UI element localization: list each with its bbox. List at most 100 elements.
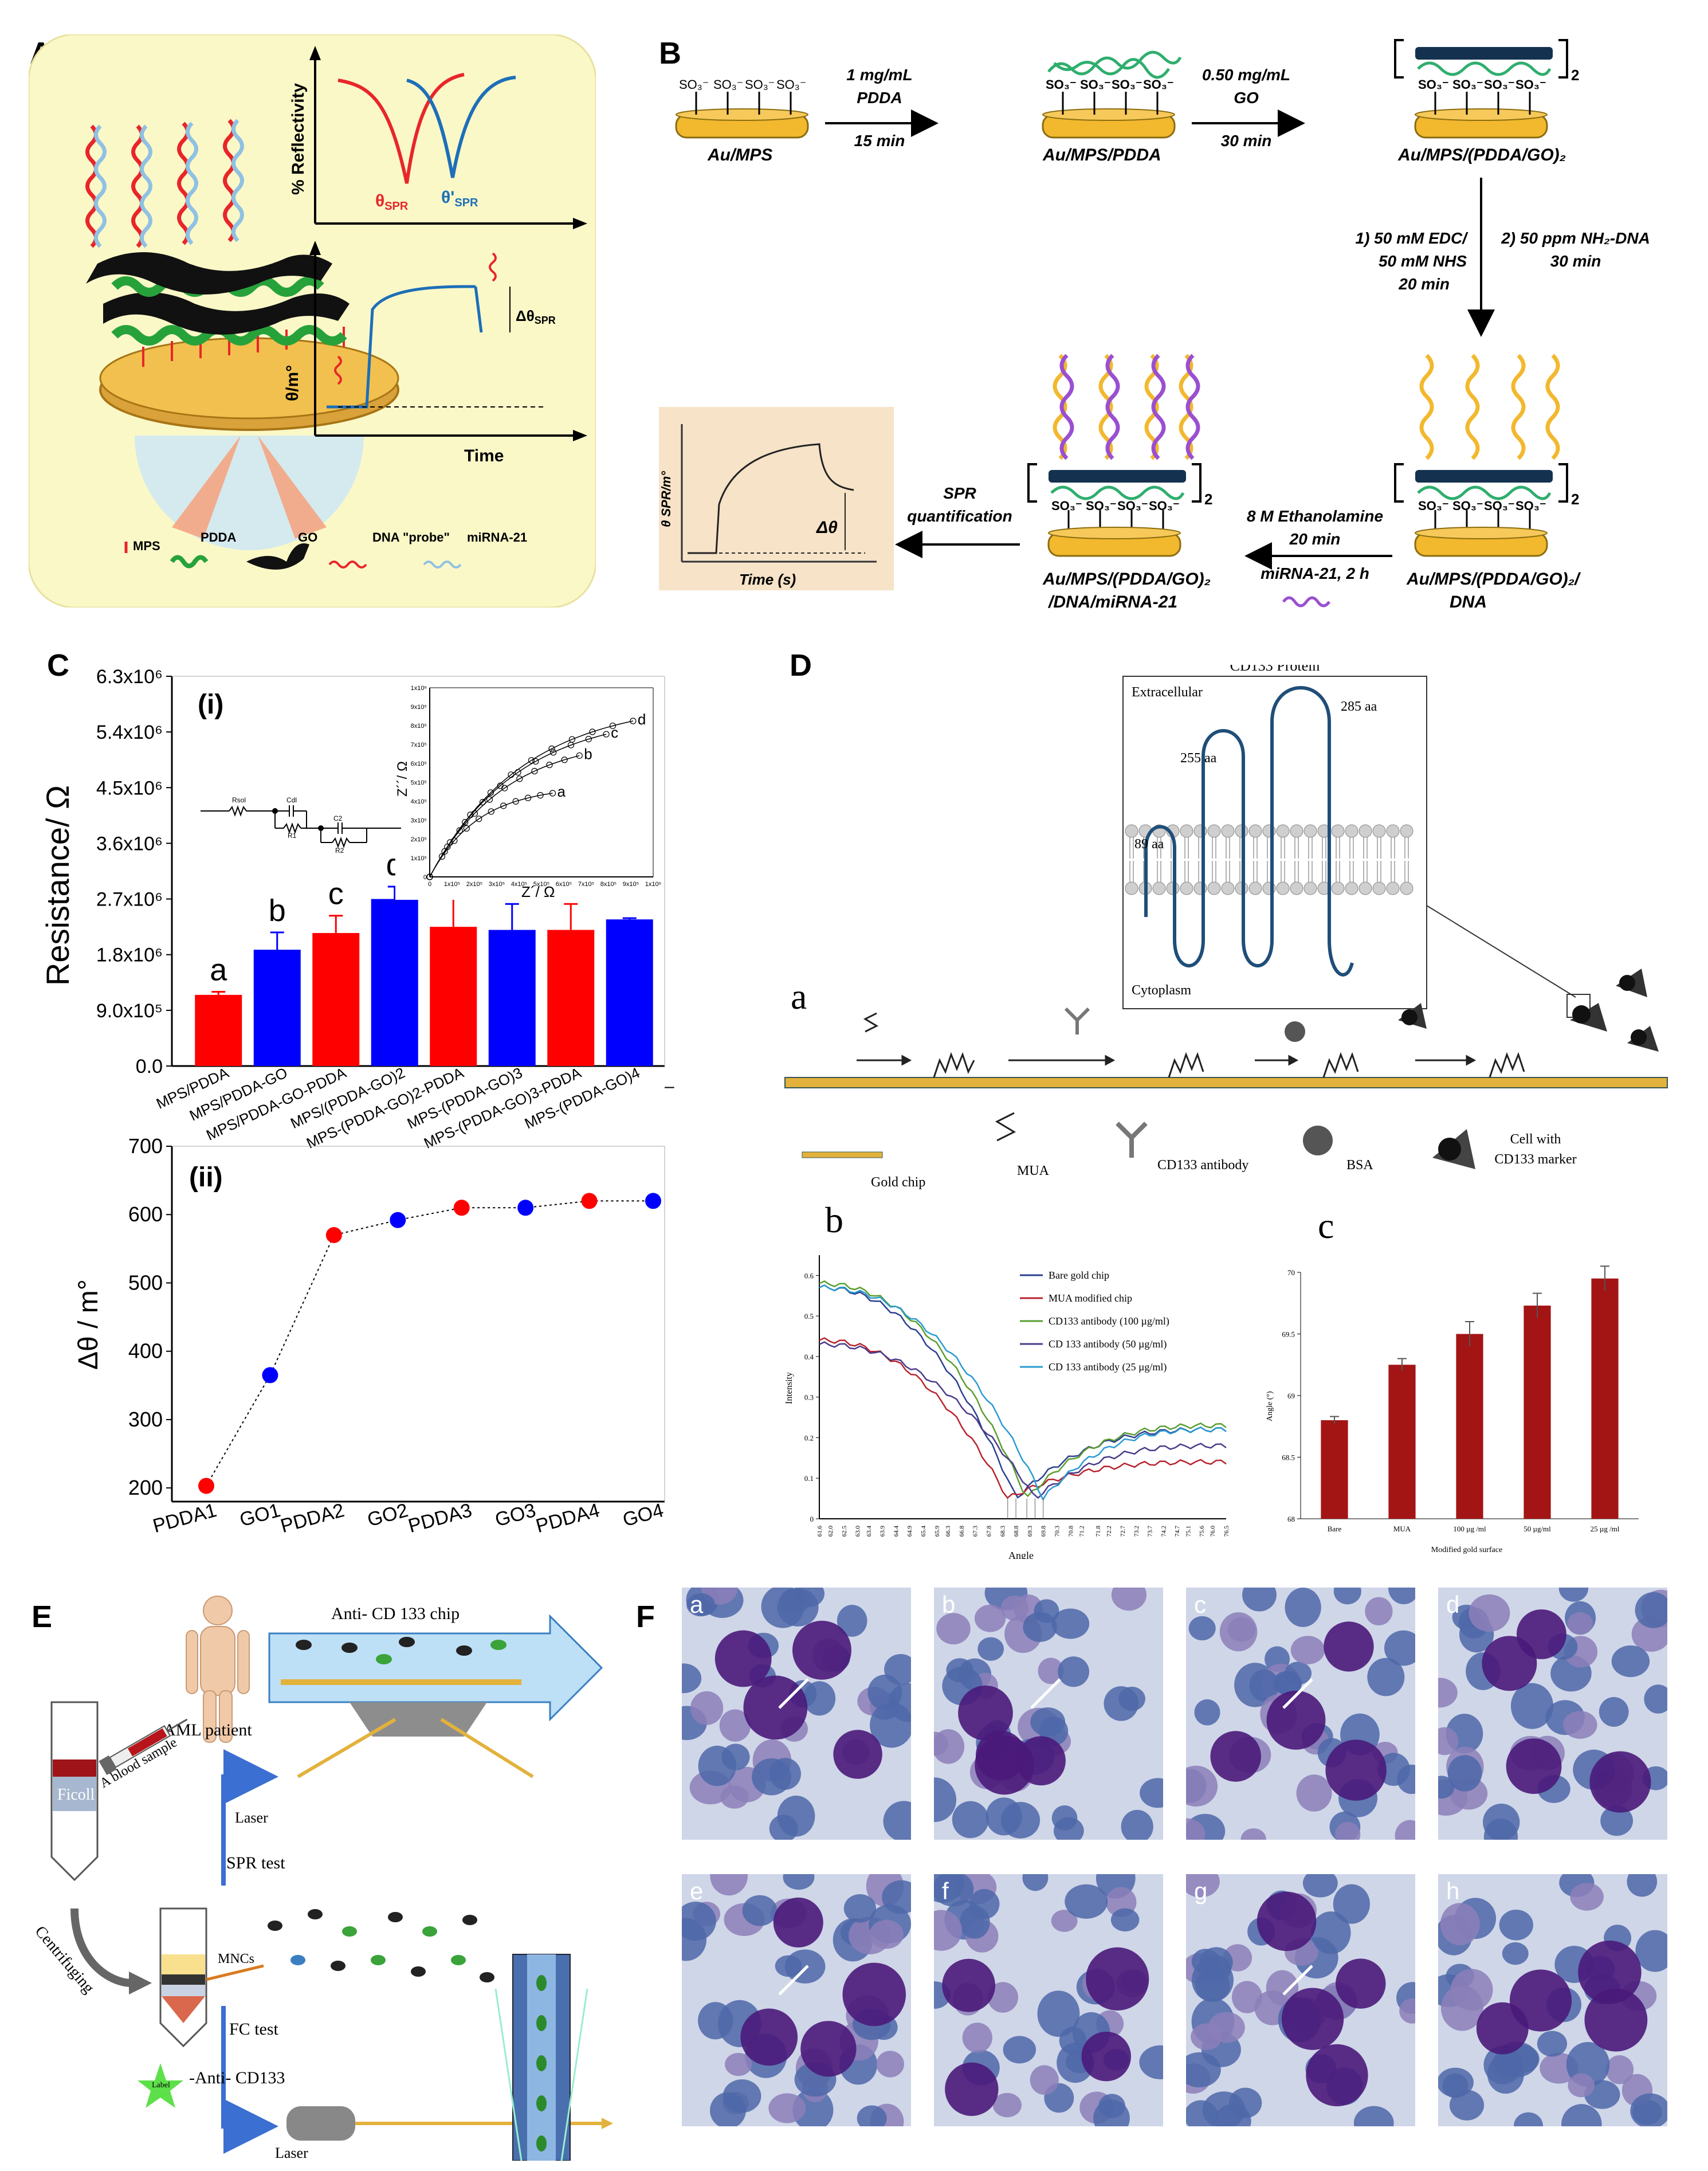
rbc-cell: [1570, 1883, 1604, 1911]
circuit-cdl: Cdl: [286, 796, 297, 804]
rbc-cell: [1110, 1908, 1140, 1932]
disk-au-mps: SO₃⁻ SO₃⁻ SO₃⁻ SO₃⁻ Au/MPS: [675, 77, 809, 164]
panel-d-sub-c: c: [1318, 1205, 1334, 1246]
nyq-point: [462, 819, 469, 826]
lipid-head: [1358, 824, 1372, 838]
theta-spr-sub: SPR: [384, 200, 409, 213]
tile-label: e: [690, 1878, 703, 1904]
rbc-cell: [962, 2023, 992, 2053]
circuit-c2: C2: [333, 814, 343, 822]
dc-bar: [1591, 1278, 1619, 1519]
blast-cell: [1210, 1731, 1261, 1782]
separated-tube: [159, 1907, 207, 2048]
db-ytick-label: 0.4: [804, 1353, 814, 1361]
blast-cell: [714, 1630, 772, 1687]
dc-ytick-label: 68: [1287, 1515, 1295, 1523]
rbc-cell: [1395, 1820, 1415, 1840]
nyq-point: [550, 749, 557, 756]
nyq-point: [603, 731, 610, 738]
rbc-cell: [1502, 1942, 1529, 1965]
c2-point: [645, 1193, 661, 1209]
rbc-cell: [1240, 1828, 1267, 1840]
lipid-head: [1345, 824, 1358, 838]
nyq-point: [531, 767, 538, 775]
step1-top: 1 mg/mL: [846, 66, 912, 84]
delta-label: Δθ: [516, 307, 535, 324]
rbc-cell: [725, 2052, 752, 2076]
nyq-xtick: 8x10⁵: [600, 881, 617, 888]
nyq-point: [487, 789, 494, 796]
blast-cell: [1578, 1941, 1642, 2004]
rbc-cell: [934, 1910, 963, 1951]
rbc-cell: [1104, 1686, 1139, 1721]
blast-cell: [1589, 1751, 1651, 1813]
rbc-cell: [1038, 1657, 1064, 1684]
nyq-xtick: 0: [428, 881, 431, 888]
tile-label: a: [690, 1591, 704, 1618]
disk-au-mps-pdda-go-dna: 2 SO₃⁻ SO₃⁻ SO₃⁻ SO₃⁻ Au/MPS/(PDDA/GO)₂/…: [1394, 354, 1581, 612]
nyq-ytick: 4x10⁵: [411, 798, 427, 805]
c1-ytick-label: 9.0x10⁵: [96, 1000, 163, 1022]
c1-bar: [606, 919, 653, 1066]
lipid-head: [1331, 824, 1345, 838]
star-label: Label: [152, 2081, 170, 2090]
patient-label: AML patient: [163, 1721, 252, 1739]
circuit-r2: R2: [335, 847, 344, 855]
lipid-head: [1358, 881, 1372, 895]
db-xtick-label: 66.8: [959, 1526, 965, 1537]
lipid-head: [1207, 824, 1221, 838]
dc-ytick-label: 69.5: [1282, 1330, 1295, 1339]
lipid-head: [1152, 881, 1166, 895]
c1-ytick-label: 5.4x10⁶: [96, 722, 163, 743]
rbc-cell: [1030, 2065, 1059, 2095]
blast-cell: [1257, 1891, 1317, 1951]
so3-d4: SO₃⁻: [1515, 499, 1546, 513]
rbc-cell: [719, 1709, 751, 1742]
nyq-series-label: b: [584, 745, 592, 762]
rbc-cell: [1111, 1588, 1147, 1611]
db-xtick-label: 67.3: [972, 1526, 979, 1537]
rbc-cell: [1635, 1930, 1667, 1972]
so3-e3: SO₃⁻: [1117, 499, 1148, 513]
rbc-cell: [883, 1801, 911, 1840]
protein-title: CD133 Protein: [1230, 665, 1320, 674]
panel-d-sub-a: a: [791, 976, 807, 1017]
rbc-cell: [761, 1588, 804, 1628]
rbc-cell: [777, 1796, 815, 1837]
step2-mid: GO: [1234, 89, 1259, 107]
rbc-cell: [1558, 1588, 1589, 1602]
rbc-cell: [1567, 1612, 1593, 1635]
tile-label: b: [942, 1591, 955, 1618]
legend-go: GO: [298, 530, 317, 544]
cd133-protein-diagram: CD133 Protein Extracellular Cytoplasm 89…: [1122, 665, 1427, 1009]
rbc-cell: [959, 1906, 990, 1939]
lipid-head: [1248, 824, 1262, 838]
label-mirna-line2: /DNA/miRNA-21: [1047, 593, 1177, 612]
blast-cell: [1266, 1690, 1326, 1750]
lipid-tail: [1336, 837, 1340, 883]
db-legend-label: Bare gold chip: [1049, 1269, 1109, 1281]
laser2-label: Laser: [275, 2145, 308, 2161]
step3-line2: 50 mM NHS: [1379, 252, 1467, 270]
c2-dotted-line: [206, 1200, 653, 1487]
blast-cell: [1482, 1636, 1537, 1691]
db-xtick-label: 76.0: [1210, 1526, 1216, 1537]
rbc-cell: [1510, 1683, 1554, 1729]
step3-line1: 1) 50 mM EDC/: [1356, 229, 1469, 247]
db-xtick-label: 70.3: [1054, 1526, 1061, 1537]
c2-point: [390, 1212, 406, 1228]
spr-ylabel: Intensity: [784, 1372, 794, 1404]
panel-f-micrographs: a b c d e f g h: [682, 1588, 1667, 2126]
panel-label-c: C: [47, 648, 69, 683]
rbc-cell: [1065, 1884, 1108, 1919]
rbc-cell: [698, 2002, 733, 2040]
so3-c4: SO₃⁻: [1515, 77, 1546, 92]
nyq-point: [467, 812, 474, 818]
rbc-cell: [1537, 2031, 1568, 2057]
panel-label-d: D: [790, 648, 812, 683]
so3-c2: SO₃⁻: [1452, 77, 1483, 92]
db-xtick-label: 65.9: [934, 1526, 941, 1537]
dc-xtick-label: 50 µg/ml: [1524, 1525, 1551, 1533]
rbc-cell: [1483, 2045, 1522, 2084]
panel-c-charts: (i) Resistance/ Ω 0.0 9.0x10⁵ 1.8x10⁶ 2.7x1…: [40, 666, 674, 1537]
